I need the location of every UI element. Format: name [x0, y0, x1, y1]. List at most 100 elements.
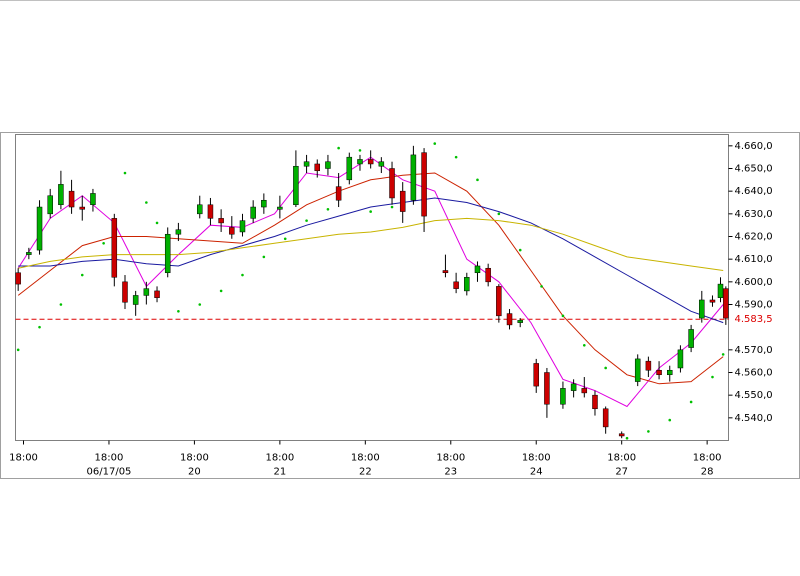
candle-body: [293, 165, 299, 206]
candle-body: [656, 369, 662, 376]
candle-body: [645, 360, 652, 371]
candle-body: [132, 295, 139, 305]
x-tick-label: 18:00: [9, 453, 38, 464]
x-tick-date: 06/17/05: [87, 467, 132, 478]
candle-body: [421, 152, 427, 217]
candle-body: [277, 206, 283, 210]
x-tick-label: 18:00: [95, 453, 124, 464]
candle-body: [667, 369, 673, 376]
candle-body: [79, 206, 86, 210]
sar-dot: [155, 221, 159, 225]
sar-dot: [454, 155, 458, 159]
candle-body: [581, 388, 588, 394]
candle-body: [15, 272, 21, 285]
candle-body: [90, 193, 96, 206]
y-tick-label: 4.560,0: [735, 368, 773, 379]
candle-body: [357, 159, 363, 165]
candle-body: [26, 252, 32, 255]
candle-body: [618, 433, 625, 437]
sar-dot: [326, 208, 330, 211]
candle-body: [699, 299, 705, 319]
sar-dot: [38, 325, 41, 329]
sar-dot: [219, 289, 223, 293]
plot-area: [15, 134, 729, 441]
reference-label: 4.583,5: [735, 314, 773, 325]
sar-dot: [305, 219, 308, 222]
sar-dot: [540, 285, 543, 288]
candle-body: [592, 394, 598, 410]
candle-body: [197, 204, 203, 215]
candle-body: [474, 265, 481, 274]
x-tick-label: 18:00: [180, 453, 209, 464]
candle-body: [47, 195, 53, 215]
sar-dot: [102, 242, 105, 245]
candle-body: [325, 161, 331, 169]
candle-body: [688, 329, 694, 348]
candle-body: [496, 286, 502, 317]
candle-body: [164, 233, 171, 274]
candle-body: [723, 288, 729, 319]
candle-body: [68, 190, 75, 208]
y-tick-label: 4.570,0: [735, 345, 773, 356]
candle-body: [154, 290, 160, 298]
sar-dot: [604, 366, 607, 370]
sar-dot: [582, 344, 586, 347]
x-tick-label: 18:00: [265, 453, 294, 464]
candle-body: [314, 163, 321, 172]
sar-dot: [358, 149, 362, 152]
sar-dot: [518, 248, 522, 252]
candle-body: [218, 218, 224, 224]
x-tick-label: 18:00: [522, 453, 551, 464]
candle-body: [335, 186, 342, 201]
candle-body: [677, 349, 684, 369]
sar-dot: [369, 210, 372, 213]
y-tick-label: 4.550,0: [735, 390, 773, 401]
moving-average-line: [17, 172, 724, 385]
candle-body: [442, 270, 449, 274]
candle-body: [717, 283, 724, 298]
candle-body: [399, 190, 406, 212]
candle-body: [58, 184, 64, 206]
candle-body: [506, 313, 513, 326]
sar-dot: [561, 314, 565, 318]
candle-body: [261, 199, 267, 208]
sar-dot: [647, 430, 650, 433]
candle-body: [239, 220, 246, 233]
x-tick-label: 18:00: [693, 453, 722, 464]
candle-body: [346, 156, 353, 181]
candle-body: [36, 206, 43, 251]
candle-body: [389, 168, 395, 199]
sar-dot: [476, 178, 479, 182]
sar-dot: [337, 146, 340, 150]
y-tick-label: 4.590,0: [735, 300, 773, 311]
candle-body: [709, 299, 716, 303]
candle-body: [229, 227, 235, 235]
y-tick-label: 4.600,0: [735, 277, 773, 288]
sar-dot: [80, 273, 84, 277]
candle-body: [410, 154, 417, 201]
sar-dot: [177, 310, 180, 313]
y-tick-label: 4.610,0: [735, 254, 773, 265]
candle-body: [560, 388, 566, 405]
sar-dot: [262, 255, 266, 259]
candle-body: [378, 161, 385, 167]
candle-body: [485, 267, 491, 283]
candle-body: [453, 281, 459, 289]
y-tick-label: 4.650,0: [735, 164, 773, 175]
moving-average-line: [18, 217, 724, 271]
x-tick-date: 28: [701, 467, 714, 478]
sar-dot: [241, 273, 244, 277]
candle-body: [250, 206, 256, 219]
candle-body: [533, 363, 539, 387]
sar-dot: [625, 436, 629, 440]
y-tick-label: 4.540,0: [735, 413, 773, 424]
candle-body: [303, 161, 310, 167]
x-tick-label: 18:00: [607, 453, 636, 464]
candle-body: [367, 159, 374, 165]
candle-body: [122, 281, 128, 303]
sar-dot: [668, 418, 672, 422]
candle-body: [517, 320, 523, 323]
sar-dot: [689, 400, 693, 404]
